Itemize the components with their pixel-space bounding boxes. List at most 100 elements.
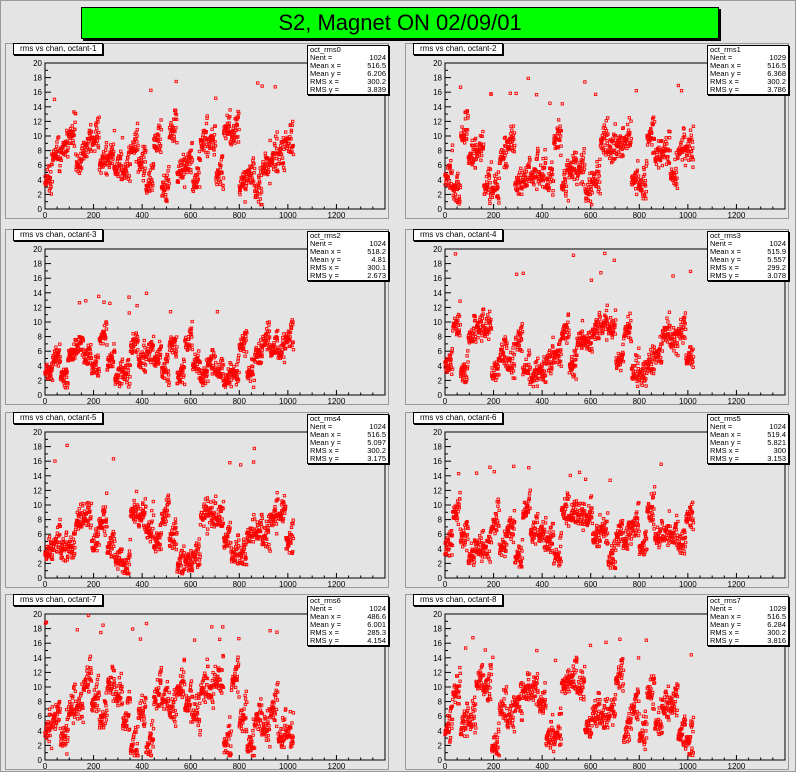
- data-point: [244, 184, 248, 188]
- data-point: [574, 151, 578, 155]
- scatter-pad-4: 0 200 400 600 800 1000 1200 0 2 4 6 8 10 12 14 16 18 20 rm…: [405, 229, 789, 406]
- data-point: [532, 379, 536, 383]
- data-point: [621, 126, 625, 130]
- data-point: [73, 127, 77, 132]
- data-point: [166, 373, 171, 377]
- data-point: [524, 357, 528, 361]
- data-point: [665, 340, 670, 344]
- data-point: [195, 362, 199, 367]
- data-point: [144, 291, 149, 295]
- data-point: [481, 308, 485, 312]
- plot-title: rms vs chan, octant-1: [13, 43, 104, 55]
- data-point: [139, 365, 143, 370]
- data-point: [451, 329, 455, 333]
- data-point: [202, 148, 206, 153]
- stats-row: RMS x = 300.2: [710, 78, 786, 86]
- data-point: [559, 129, 563, 133]
- data-point: [169, 136, 174, 140]
- y-tick-label: 16: [433, 274, 442, 283]
- data-point: [120, 136, 125, 140]
- data-point: [136, 147, 140, 152]
- data-point: [691, 355, 696, 359]
- data-point: [142, 169, 147, 174]
- data-point: [205, 114, 209, 118]
- data-point: [257, 179, 262, 183]
- data-point: [225, 121, 230, 126]
- data-point: [58, 524, 62, 528]
- stats-row: Nent = 1024: [310, 240, 386, 248]
- stats-key: RMS y =: [710, 85, 739, 94]
- data-point: [542, 355, 546, 359]
- y-tick-label: 10: [33, 501, 42, 510]
- data-point: [679, 322, 683, 327]
- data-point: [564, 189, 568, 194]
- data-point: [557, 354, 561, 359]
- data-point: [220, 366, 224, 371]
- x-tick-label: 600: [184, 397, 198, 406]
- data-point: [575, 182, 579, 187]
- data-point: [457, 314, 462, 318]
- stats-key: Mean x =: [710, 247, 742, 256]
- data-point: [187, 337, 191, 341]
- data-point: [104, 144, 108, 149]
- data-point: [535, 154, 539, 158]
- x-tick-label: 1000: [279, 397, 297, 406]
- data-point: [221, 176, 226, 180]
- data-point: [197, 171, 201, 175]
- data-point: [267, 169, 271, 174]
- data-point: [473, 318, 478, 323]
- data-point: [619, 368, 623, 373]
- data-point: [119, 152, 124, 156]
- data-point: [128, 382, 132, 386]
- data-point: [665, 142, 669, 146]
- data-point: [560, 102, 564, 106]
- data-point: [118, 156, 123, 160]
- data-point: [589, 329, 593, 334]
- data-point: [88, 347, 92, 352]
- data-point: [229, 384, 233, 389]
- data-point: [102, 509, 106, 513]
- data-point: [56, 351, 61, 355]
- data-point: [689, 345, 693, 349]
- data-point: [570, 355, 574, 359]
- data-point: [520, 330, 525, 334]
- data-point: [502, 149, 506, 153]
- data-point: [49, 170, 53, 174]
- data-point: [629, 319, 633, 323]
- data-point: [174, 335, 179, 339]
- data-point: [50, 365, 54, 369]
- data-point: [143, 160, 147, 164]
- data-point: [549, 363, 554, 367]
- x-tick-label: 200: [87, 397, 101, 406]
- data-point: [683, 157, 687, 161]
- data-point: [628, 311, 632, 315]
- data-point: [228, 114, 232, 119]
- data-point: [616, 351, 621, 356]
- data-point: [89, 123, 93, 127]
- data-point: [510, 356, 515, 361]
- x-tick-label: 400: [535, 397, 549, 406]
- data-point: [470, 339, 475, 344]
- data-point: [252, 378, 256, 383]
- data-point: [100, 526, 105, 530]
- stats-value: 300.1: [367, 263, 386, 272]
- data-point: [259, 360, 264, 365]
- data-point: [667, 332, 671, 336]
- data-point: [614, 138, 618, 142]
- data-point: [273, 143, 277, 148]
- stats-histogram-name: oct_rms3: [710, 231, 741, 240]
- data-point: [597, 170, 601, 174]
- data-point: [257, 175, 261, 180]
- data-point: [561, 188, 565, 192]
- data-point: [453, 252, 458, 256]
- data-point: [86, 519, 90, 523]
- x-tick-label: 600: [184, 580, 198, 589]
- data-point: [162, 173, 166, 178]
- data-point: [166, 178, 171, 182]
- data-point: [235, 363, 239, 367]
- data-point: [573, 349, 578, 353]
- data-point: [135, 139, 139, 144]
- data-point: [221, 363, 226, 367]
- data-point: [629, 136, 633, 141]
- data-point: [691, 165, 695, 169]
